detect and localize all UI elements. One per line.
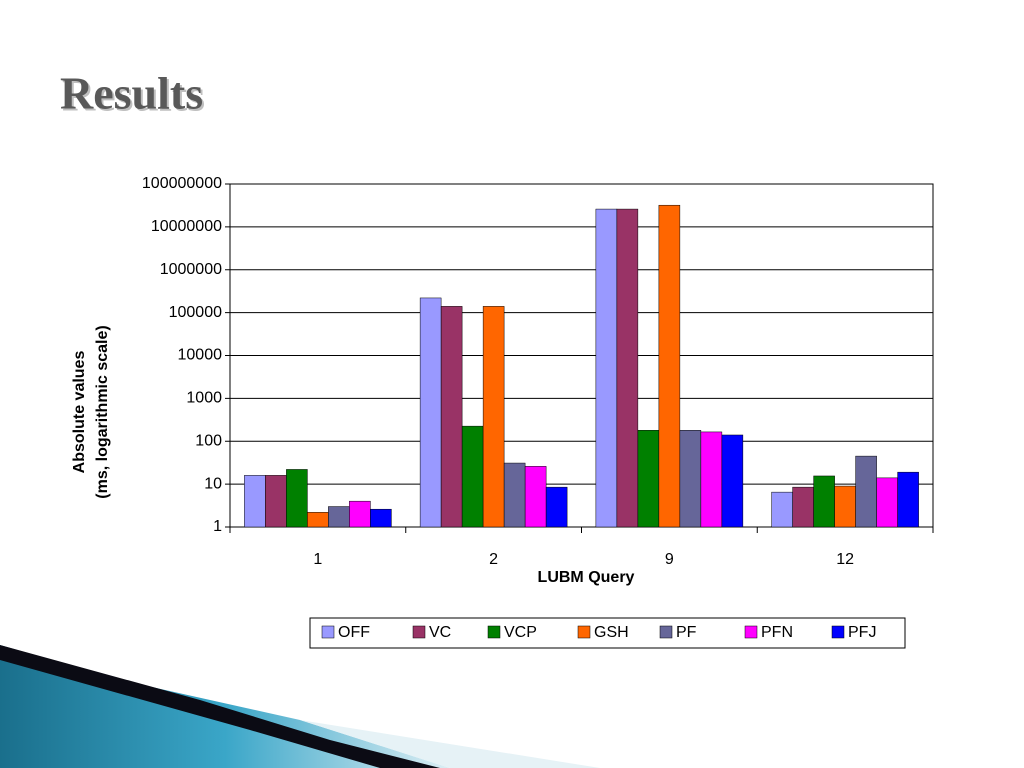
- bar: [813, 475, 835, 528]
- bar: [307, 512, 329, 528]
- x-tick-label: 2: [489, 551, 498, 568]
- decor-swoosh: [0, 645, 450, 768]
- y-axis-label: (ms, logarithmic scale): [94, 325, 111, 498]
- x-axis-label: LUBM Query: [538, 569, 635, 586]
- bar: [855, 455, 877, 528]
- decor-stripe: [0, 645, 440, 768]
- x-tick-label: 9: [665, 551, 674, 568]
- y-tick-label: 100000: [169, 304, 222, 321]
- bar: [482, 306, 505, 528]
- legend-label: PFJ: [848, 624, 876, 641]
- bar: [370, 508, 392, 528]
- legend-swatch: [659, 625, 673, 639]
- legend-label: VCP: [504, 624, 537, 641]
- legend-swatch: [412, 625, 426, 639]
- y-tick-label: 100: [195, 432, 222, 449]
- bar: [265, 475, 287, 528]
- legend-swatch: [577, 625, 591, 639]
- title-shadow: Results: [62, 70, 205, 121]
- legend-swatch: [831, 625, 845, 639]
- bar: [700, 431, 723, 528]
- bar: [834, 485, 856, 528]
- decor-light: [300, 720, 600, 768]
- legend-label: PF: [676, 624, 697, 641]
- bar: [616, 208, 639, 528]
- bar: [419, 297, 442, 528]
- bar: [440, 306, 463, 528]
- y-tick-label: 10: [204, 475, 222, 492]
- bar: [658, 204, 681, 528]
- legend-swatch: [487, 625, 501, 639]
- bar: [545, 486, 568, 528]
- bar: [721, 434, 744, 528]
- bar: [595, 208, 618, 528]
- bar: [792, 486, 814, 528]
- bar: [286, 469, 308, 528]
- y-tick-label: 100000000: [142, 175, 222, 192]
- bar: [328, 506, 350, 528]
- legend-swatch: [744, 625, 758, 639]
- legend-label: VC: [429, 624, 451, 641]
- bar: [244, 475, 266, 528]
- legend-label: OFF: [338, 624, 370, 641]
- legend-label: GSH: [594, 624, 629, 641]
- bar: [349, 500, 371, 528]
- legend-label: PFN: [761, 624, 793, 641]
- bar: [524, 466, 547, 528]
- x-tick-label: 1: [313, 551, 322, 568]
- bar: [637, 430, 660, 528]
- y-tick-label: 10000000: [151, 218, 222, 235]
- y-axis-label: Absolute values: [71, 351, 88, 474]
- bar: [771, 491, 793, 528]
- x-tick-label: 12: [836, 551, 854, 568]
- bar: [897, 471, 919, 528]
- bar: [679, 430, 702, 528]
- slide-title: Results: [60, 68, 203, 119]
- bar: [503, 462, 526, 528]
- legend-swatch: [321, 625, 335, 639]
- y-tick-label: 10000: [178, 347, 223, 364]
- bar: [876, 477, 898, 528]
- legend-box: [309, 617, 906, 649]
- y-tick-label: 1000000: [160, 261, 222, 278]
- bar: [461, 425, 484, 528]
- y-tick-label: 1000: [186, 390, 222, 407]
- y-tick-label: 1: [213, 518, 222, 535]
